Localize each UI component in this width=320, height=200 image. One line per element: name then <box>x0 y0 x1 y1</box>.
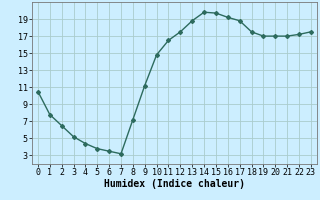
X-axis label: Humidex (Indice chaleur): Humidex (Indice chaleur) <box>104 179 245 189</box>
